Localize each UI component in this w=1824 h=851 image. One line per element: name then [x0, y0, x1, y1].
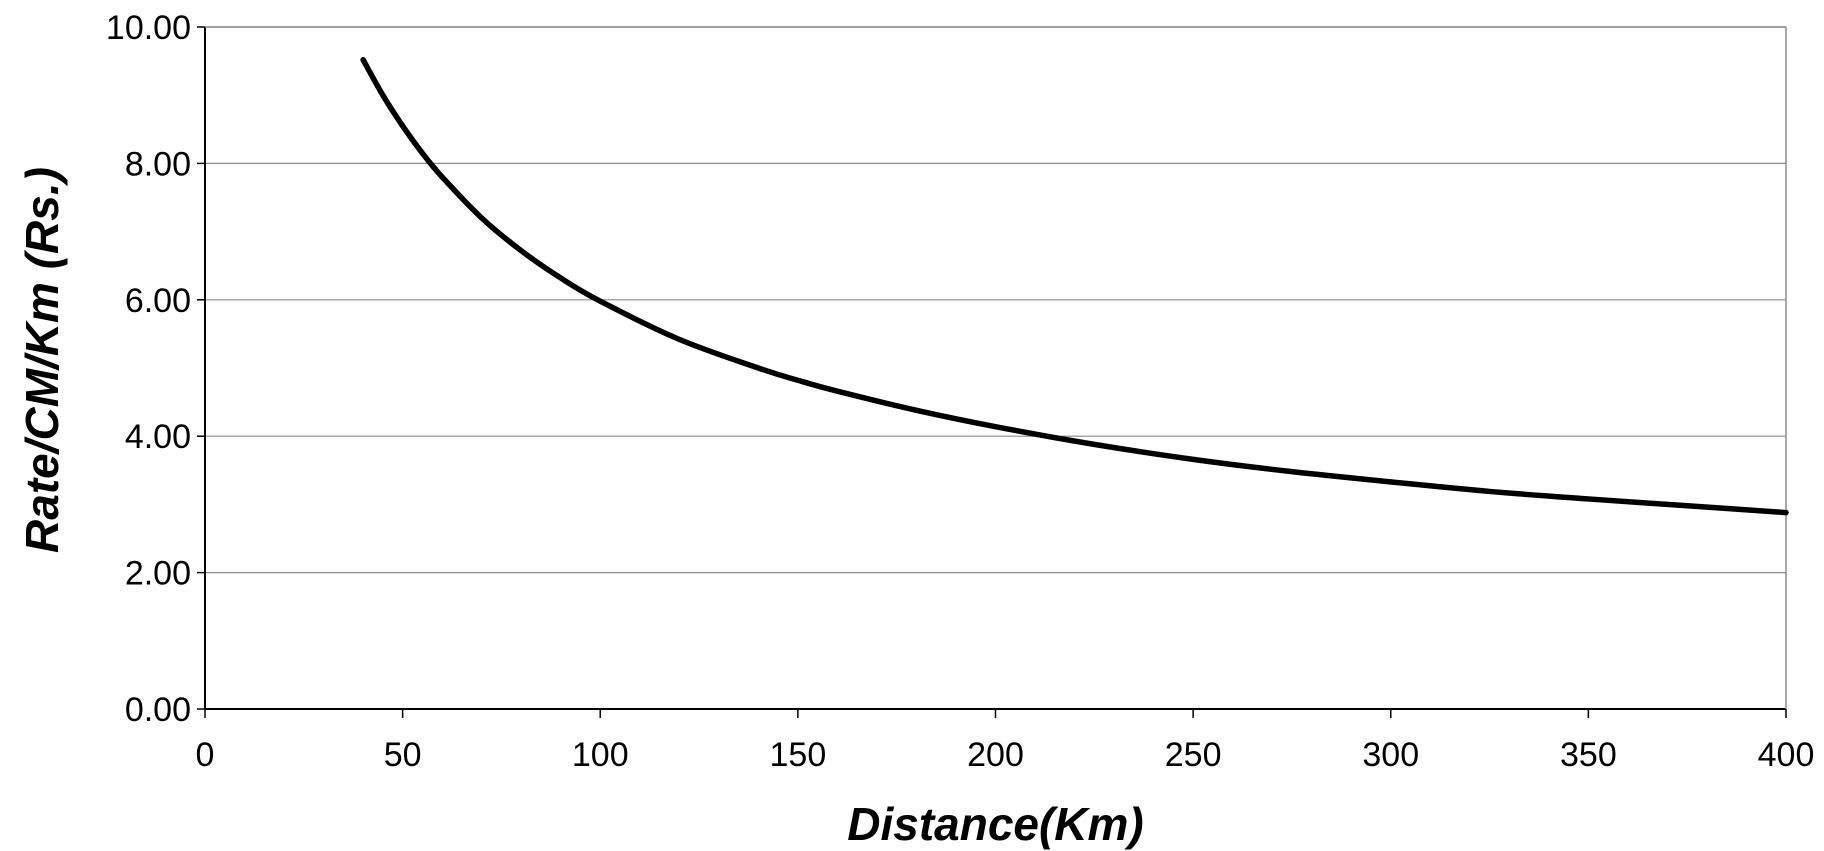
y-tick-labels: 0.00 2.00 4.00 6.00 8.00 10.00: [106, 9, 191, 729]
x-tick-label: 150: [770, 736, 827, 774]
tick-marks: [197, 26, 1787, 718]
x-tick-label: 250: [1165, 736, 1222, 774]
y-axis-title: Rate/CM/Km (Rs.): [16, 167, 68, 553]
x-tick-labels: 0 50 100 150 200 250 300 350 400: [196, 736, 1815, 774]
axes: [204, 26, 1787, 710]
y-tick-label: 8.00: [125, 145, 191, 183]
x-axis-title: Distance(Km): [847, 798, 1144, 850]
gridlines: [205, 26, 1786, 574]
y-tick-label: 4.00: [125, 418, 191, 456]
y-tick-label: 6.00: [125, 282, 191, 320]
x-tick-label: 400: [1758, 736, 1815, 774]
x-tick-label: 0: [196, 736, 215, 774]
x-tick-label: 100: [572, 736, 629, 774]
y-tick-label: 0.00: [125, 691, 191, 729]
y-tick-label: 10.00: [106, 9, 191, 47]
x-tick-label: 50: [384, 736, 422, 774]
x-tick-label: 350: [1560, 736, 1617, 774]
y-tick-label: 2.00: [125, 555, 191, 593]
series-group: [360, 56, 1789, 516]
series-line: [360, 56, 1789, 516]
x-tick-label: 300: [1362, 736, 1419, 774]
x-tick-label: 200: [967, 736, 1024, 774]
